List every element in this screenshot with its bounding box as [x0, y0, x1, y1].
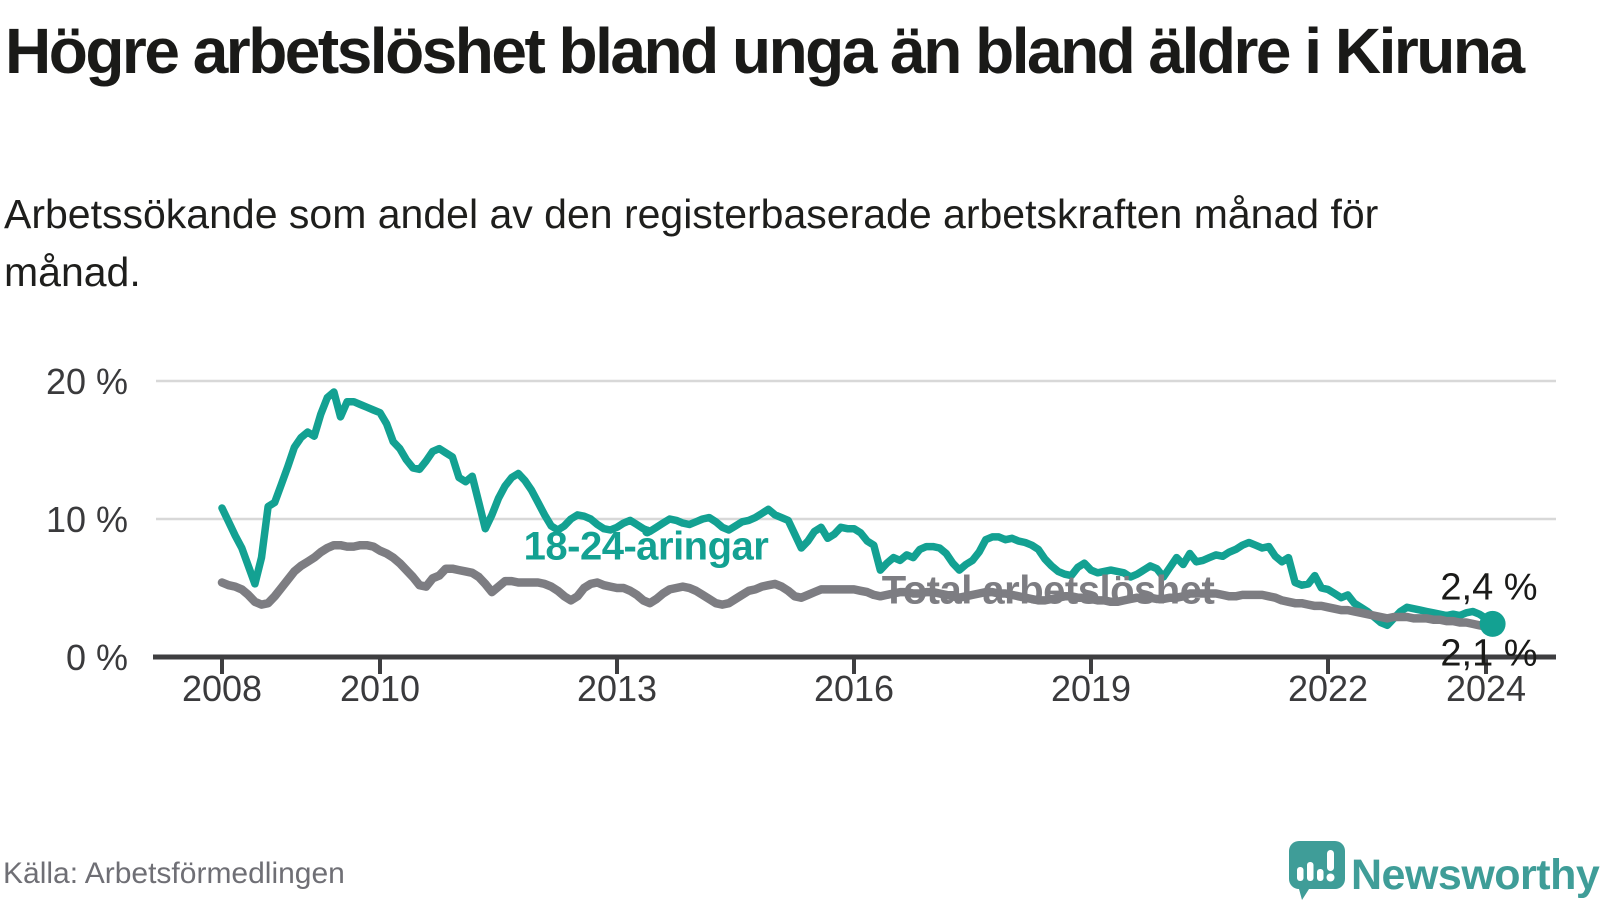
end-value-youth: 2,4 % [1440, 566, 1538, 609]
newsworthy-logo-icon [1289, 841, 1345, 900]
x-tick-label: 2008 [182, 668, 262, 709]
newsworthy-wordmark: Newsworthy [1351, 851, 1600, 899]
chart-title: Högre arbetslöshet bland unga än bland ä… [5, 15, 1525, 87]
x-tick-label: 2010 [340, 668, 420, 709]
x-tick-label: 2022 [1288, 668, 1368, 709]
y-tick-label: 10 % [46, 499, 128, 540]
series-line-youth [218, 388, 1497, 630]
end-point-marker [1479, 610, 1506, 637]
y-tick-label: 20 % [46, 361, 128, 402]
series-label-youth: 18-24-åringar [523, 524, 769, 569]
chart-subtitle: Arbetssökande som andel av den registerb… [4, 191, 1379, 295]
source-note: Källa: Arbetsförmedlingen [3, 857, 345, 890]
logo-speech-bubble [1289, 841, 1345, 900]
x-tick-label: 2013 [577, 668, 657, 709]
series-line-total [217, 540, 1497, 633]
x-tick-label: 2024 [1446, 668, 1526, 709]
x-tick-label: 2019 [1051, 668, 1131, 709]
series-label-total: Total arbetslöshet [881, 568, 1215, 613]
y-tick-label: 0 % [66, 637, 128, 678]
end-value-total: 2,1 % [1440, 632, 1538, 675]
x-tick-label: 2016 [814, 668, 894, 709]
